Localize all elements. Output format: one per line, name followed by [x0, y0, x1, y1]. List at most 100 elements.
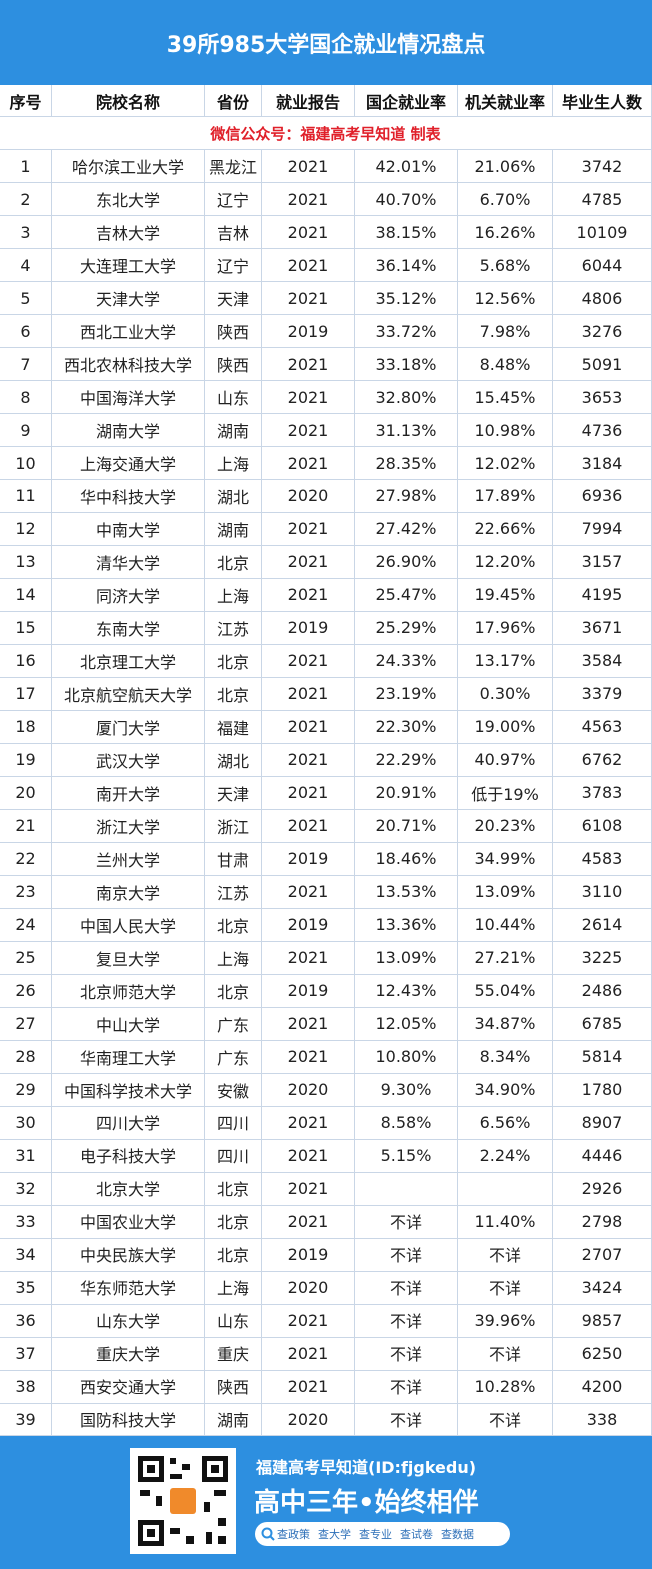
table-cell: 2020 — [262, 479, 355, 514]
table-cell: 8.34% — [458, 1040, 553, 1074]
table-cell: 2021 — [262, 1172, 355, 1206]
table-cell: 东北大学 — [52, 182, 205, 217]
table-cell: 陕西 — [205, 347, 262, 382]
column-header: 省份 — [205, 85, 262, 117]
table-cell: 武汉大学 — [52, 743, 205, 777]
table-cell: 湖南 — [205, 413, 262, 448]
table-cell: 北京理工大学 — [52, 644, 205, 679]
table-cell: 20.23% — [458, 809, 553, 843]
table-cell: 2021 — [262, 578, 355, 613]
table-cell: 中国科学技术大学 — [52, 1073, 205, 1107]
table-cell: 四川大学 — [52, 1106, 205, 1140]
table-cell: 江苏 — [205, 611, 262, 646]
table-cell: 8.58% — [355, 1106, 458, 1140]
table-cell: 北京师范大学 — [52, 974, 205, 1008]
table-cell: 12.05% — [355, 1007, 458, 1041]
table-cell: 33.18% — [355, 347, 458, 382]
table-cell: 12.56% — [458, 281, 553, 316]
table-cell: 浙江大学 — [52, 809, 205, 843]
table-cell: 10.28% — [458, 1370, 553, 1404]
table-cell: 23.19% — [355, 677, 458, 712]
table-cell: 上海 — [205, 941, 262, 975]
table-cell: 西北农林科技大学 — [52, 347, 205, 382]
table-cell: 34.87% — [458, 1007, 553, 1041]
table-cell: 同济大学 — [52, 578, 205, 613]
table-cell: 8 — [0, 380, 52, 415]
table-cell: 2798 — [553, 1205, 652, 1239]
table-cell: 2021 — [262, 776, 355, 810]
table-cell: 4195 — [553, 578, 652, 613]
table-cell: 2021 — [262, 1040, 355, 1074]
search-link: 查政策 — [277, 1528, 310, 1541]
table-cell: 吉林大学 — [52, 215, 205, 250]
table-cell: 3584 — [553, 644, 652, 679]
table-cell: 四川 — [205, 1106, 262, 1140]
table-cell: 2021 — [262, 875, 355, 909]
table-cell: 6 — [0, 314, 52, 349]
table-cell: 2021 — [262, 1007, 355, 1041]
table-cell: 2021 — [262, 710, 355, 745]
table-cell: 28 — [0, 1040, 52, 1074]
table-cell: 4200 — [553, 1370, 652, 1404]
table-cell: 4806 — [553, 281, 652, 316]
table-cell: 2021 — [262, 743, 355, 777]
table-cell: 36 — [0, 1304, 52, 1338]
table-cell: 13.36% — [355, 908, 458, 942]
table-cell: 2021 — [262, 446, 355, 481]
table-cell: 西北工业大学 — [52, 314, 205, 349]
table-cell: 42.01% — [355, 150, 458, 184]
table-cell: 4736 — [553, 413, 652, 448]
table-cell: 8.48% — [458, 347, 553, 382]
table-cell: 天津 — [205, 776, 262, 810]
table-cell: 北京大学 — [52, 1172, 205, 1206]
table-cell: 19 — [0, 743, 52, 777]
table-cell: 31 — [0, 1139, 52, 1173]
slogan: 高中三年•始终相伴 — [254, 1488, 479, 1518]
table-cell: 5091 — [553, 347, 652, 382]
table-cell: 11.40% — [458, 1205, 553, 1239]
column-header: 序号 — [0, 85, 52, 117]
table-cell: 4446 — [553, 1139, 652, 1173]
table-cell: 13 — [0, 545, 52, 580]
table-cell: 北京 — [205, 677, 262, 712]
table-cell: 不详 — [355, 1238, 458, 1272]
table-cell: 清华大学 — [52, 545, 205, 580]
table-cell: 17 — [0, 677, 52, 712]
table-cell: 33.72% — [355, 314, 458, 349]
table-cell: 10.98% — [458, 413, 553, 448]
table-cell: 中南大学 — [52, 512, 205, 547]
table-cell: 陕西 — [205, 1370, 262, 1404]
table-cell: 天津大学 — [52, 281, 205, 316]
table-cell: 6785 — [553, 1007, 652, 1041]
table-cell: 12.43% — [355, 974, 458, 1008]
table-cell: 2021 — [262, 1337, 355, 1371]
table-cell: 四川 — [205, 1139, 262, 1173]
table-cell: 4563 — [553, 710, 652, 745]
table-cell: 北京航空航天大学 — [52, 677, 205, 712]
table-cell: 33 — [0, 1205, 52, 1239]
column-header: 院校名称 — [52, 85, 205, 117]
table-cell: 25 — [0, 941, 52, 975]
search-bar: 查政策 查大学 查专业 查试卷 查数据 — [255, 1522, 510, 1546]
table-cell: 6762 — [553, 743, 652, 777]
table-cell: 34 — [0, 1238, 52, 1272]
table-cell: 重庆 — [205, 1337, 262, 1371]
table-cell: 上海 — [205, 446, 262, 481]
table-cell: 大连理工大学 — [52, 248, 205, 283]
table-cell: 4583 — [553, 842, 652, 876]
table-cell: 1780 — [553, 1073, 652, 1107]
table-cell: 1 — [0, 150, 52, 184]
table-cell: 27 — [0, 1007, 52, 1041]
table-cell: 山东 — [205, 1304, 262, 1338]
table-cell: 中山大学 — [52, 1007, 205, 1041]
table-cell: 2021 — [262, 1205, 355, 1239]
table-cell: 4 — [0, 248, 52, 283]
table-cell — [355, 1172, 458, 1206]
table-cell: 55.04% — [458, 974, 553, 1008]
table-cell: 6936 — [553, 479, 652, 514]
table-cell: 2021 — [262, 215, 355, 250]
search-link: 查大学 — [318, 1528, 351, 1541]
table-cell: 2020 — [262, 1403, 355, 1437]
table-cell: 6108 — [553, 809, 652, 843]
table-cell: 湖北 — [205, 479, 262, 514]
